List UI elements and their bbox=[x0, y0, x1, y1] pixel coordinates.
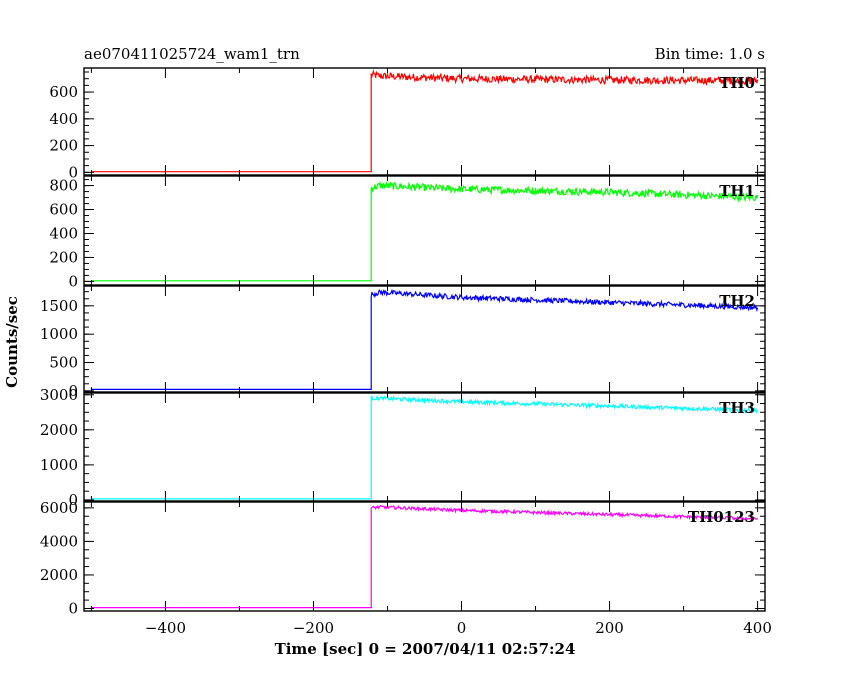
x-axis-label: Time [sec] 0 = 2007/04/11 02:57:24 bbox=[275, 640, 576, 658]
y-tick-label: 600 bbox=[49, 83, 78, 101]
y-tick-label: 800 bbox=[49, 177, 78, 195]
y-tick-label: 200 bbox=[49, 137, 78, 155]
y-tick-label: 0 bbox=[68, 599, 78, 617]
y-tick-label: 3000 bbox=[40, 386, 78, 404]
y-tick-label: 500 bbox=[49, 354, 78, 372]
series-line-th1 bbox=[91, 180, 759, 282]
series-name-th3: TH3 bbox=[719, 399, 755, 417]
y-tick-label: 0 bbox=[68, 491, 78, 509]
chart-title: ae070411025724_wam1_trn bbox=[84, 45, 300, 63]
series-line-th3 bbox=[91, 395, 759, 500]
y-tick-label: 0 bbox=[68, 382, 78, 400]
y-tick-label: 4000 bbox=[40, 532, 78, 550]
panel-frame-th0123 bbox=[83, 501, 766, 612]
y-tick-label: 1000 bbox=[40, 325, 78, 343]
series-name-th0: TH0 bbox=[719, 74, 755, 92]
x-tick-label: −200 bbox=[293, 619, 334, 637]
x-tick-label: 0 bbox=[457, 619, 467, 637]
panel-th0: 0 200 400 600 TH0 bbox=[49, 67, 766, 181]
series-line-th0123 bbox=[91, 504, 759, 609]
panel-frame-th1 bbox=[83, 175, 766, 286]
y-tick-label: 0 bbox=[68, 163, 78, 181]
y-tick-label: 200 bbox=[49, 248, 78, 266]
x-tick-label: 200 bbox=[595, 619, 624, 637]
y-tick-label: 400 bbox=[49, 110, 78, 128]
panel-th0123: 0 2000 4000 6000 TH0123 bbox=[40, 499, 766, 617]
x-tick-label: 400 bbox=[743, 619, 772, 637]
y-tick-label: 2000 bbox=[40, 421, 78, 439]
series-line-th2 bbox=[91, 288, 759, 390]
y-tick-label: 600 bbox=[49, 201, 78, 219]
panel-th1: 0 200 400 600 800 TH1 bbox=[49, 175, 766, 290]
y-tick-label: 1500 bbox=[40, 297, 78, 315]
series-name-th1: TH1 bbox=[719, 182, 755, 200]
x-tick-label: −400 bbox=[145, 619, 186, 637]
y-tick-label: 0 bbox=[68, 272, 78, 290]
y-tick-label: 1000 bbox=[40, 456, 78, 474]
y-tick-label: 400 bbox=[49, 224, 78, 242]
panel-frame-th2 bbox=[83, 285, 766, 393]
y-tick-label: 6000 bbox=[40, 499, 78, 517]
y-tick-label: 2000 bbox=[40, 566, 78, 584]
y-axis-label: Counts/sec bbox=[3, 296, 21, 388]
panel-th2: 0 500 1000 1500 TH2 bbox=[40, 285, 766, 400]
panel-th3: 0 1000 2000 3000 TH3 bbox=[40, 386, 766, 509]
series-line-th0 bbox=[91, 69, 759, 173]
bin-time-label: Bin time: 1.0 s bbox=[655, 45, 765, 63]
panel-frame-th0 bbox=[83, 67, 766, 176]
panels-group: 0 200 400 600 TH0 0 200 400 600 800 TH1 0 500 1000 150… bbox=[40, 67, 772, 637]
series-name-th0123: TH0123 bbox=[688, 508, 755, 526]
series-name-th2: TH2 bbox=[719, 292, 755, 310]
